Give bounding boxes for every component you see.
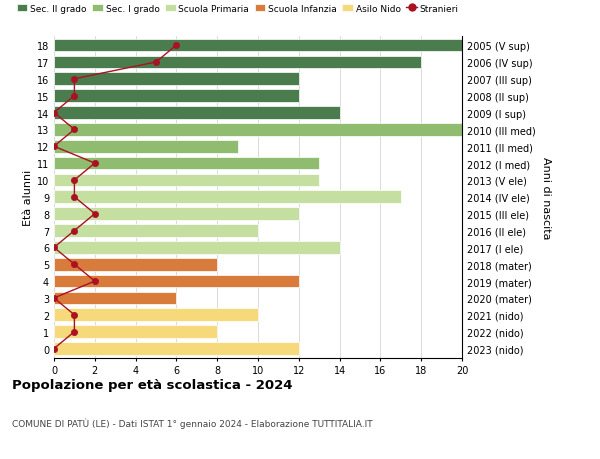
Bar [54,107,340,119]
Bar [54,325,217,338]
Bar [54,241,340,254]
Text: COMUNE DI PATÙ (LE) - Dati ISTAT 1° gennaio 2024 - Elaborazione TUTTITALIA.IT: COMUNE DI PATÙ (LE) - Dati ISTAT 1° genn… [12,418,373,428]
Bar [54,39,462,52]
Bar [54,191,401,204]
Legend: Sec. II grado, Sec. I grado, Scuola Primaria, Scuola Infanzia, Asilo Nido, Stran: Sec. II grado, Sec. I grado, Scuola Prim… [17,5,459,13]
Bar [54,309,258,321]
Bar [54,275,299,288]
Bar [54,174,319,187]
Y-axis label: Anni di nascita: Anni di nascita [541,156,551,239]
Bar [54,258,217,271]
Bar [54,124,462,136]
Bar [54,140,238,153]
Bar [54,292,176,305]
Bar [54,225,258,237]
Bar [54,73,299,86]
Bar [54,157,319,170]
Bar [54,342,299,355]
Y-axis label: Età alunni: Età alunni [23,169,32,225]
Bar [54,208,299,220]
Bar [54,56,421,69]
Text: Popolazione per età scolastica - 2024: Popolazione per età scolastica - 2024 [12,379,293,392]
Bar [54,90,299,103]
